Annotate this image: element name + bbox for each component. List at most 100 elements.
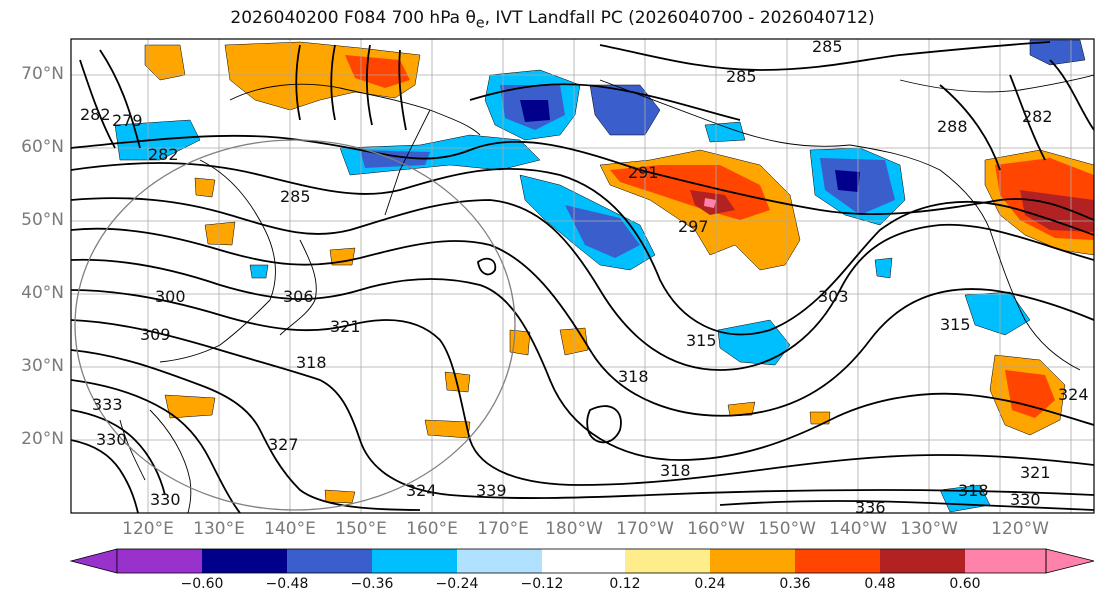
pos-patch-9 — [727, 401, 756, 417]
colorbar-tick-label: −0.24 — [435, 576, 479, 592]
domain-circle — [74, 139, 516, 511]
colorbar-segment — [542, 549, 625, 573]
title-main: 2026040200 F084 700 hPa θ — [230, 8, 476, 28]
contour-label: 285 — [726, 67, 757, 86]
contour-label: 318 — [958, 481, 989, 500]
lat-label: 70°N — [21, 64, 64, 84]
contour-label: 330 — [150, 490, 181, 509]
colorbar-tick-label: −0.36 — [350, 576, 394, 592]
contour-label: 330 — [96, 430, 127, 449]
map-background — [71, 39, 1094, 513]
contour-lines — [71, 41, 1094, 513]
colorbar-segment — [457, 549, 542, 573]
contour-label: 288 — [937, 117, 968, 136]
lon-label: 160°E — [406, 519, 458, 539]
contour-label: 303 — [818, 287, 849, 306]
colorbar-tick-label: −0.12 — [520, 576, 564, 592]
map-frame — [70, 38, 1095, 514]
pos-region-gulf-pink — [704, 198, 716, 208]
contour-label: 282 — [80, 105, 111, 124]
colorbar-segment — [880, 549, 965, 573]
coastlines — [119, 74, 1094, 513]
colorbar-segment — [625, 549, 710, 573]
neg-patch-3 — [874, 257, 893, 279]
lat-label: 50°N — [21, 210, 64, 230]
contour-labels: 285 285 282 279 282 285 291 297 288 282 … — [80, 37, 1089, 517]
neg-region-aleutian-north-dark — [520, 100, 550, 122]
lat-label: 40°N — [21, 283, 64, 303]
pos-patch-5 — [204, 221, 236, 246]
contour-label: 324 — [1058, 385, 1089, 404]
colorbar-extend-right — [1045, 548, 1095, 574]
title-subscript: e — [475, 15, 485, 32]
pos-patch-8 — [809, 411, 831, 425]
lon-label: 150°W — [758, 519, 816, 539]
lon-label: 120°E — [122, 519, 174, 539]
colorbar-extend-left — [69, 548, 118, 574]
contour-label: 321 — [1020, 463, 1051, 482]
lon-label: 140°E — [264, 519, 316, 539]
colorbar-tick-label: 0.12 — [609, 576, 641, 592]
contour-label: 282 — [148, 145, 179, 164]
neg-region-subtropic — [717, 319, 791, 366]
colorbar-tick-label: −0.60 — [180, 576, 224, 592]
lon-label: 170°E — [477, 519, 529, 539]
pos-patch-10 — [324, 489, 356, 504]
colorbar-tick-label: 0.24 — [694, 576, 726, 592]
contour-label: 321 — [330, 317, 361, 336]
contour-label: 282 — [1022, 107, 1053, 126]
contour-label: 339 — [476, 481, 507, 500]
contour-label: 330 — [1010, 490, 1041, 509]
lat-label: 60°N — [21, 137, 64, 157]
contour-label: 279 — [112, 111, 143, 130]
pos-patch-4 — [164, 394, 216, 419]
contour-label: 285 — [812, 37, 843, 56]
neg-region-alaska-dark — [835, 170, 860, 192]
title-rest: , IVT Landfall PC (2026040700 - 20260407… — [484, 8, 875, 28]
contour-label: 318 — [618, 367, 649, 386]
contour-label: 297 — [678, 217, 709, 236]
lon-label: 180°W — [545, 519, 603, 539]
colorbar-segment — [287, 549, 372, 573]
colorbar-tick-label: 0.60 — [949, 576, 981, 592]
contour-label: 291 — [628, 163, 659, 182]
colorbar-tick-label: −0.48 — [265, 576, 309, 592]
pos-patch-7 — [194, 177, 216, 198]
contour-label: 309 — [140, 325, 171, 344]
shading-layer — [114, 39, 1094, 513]
contour-label: 285 — [280, 187, 311, 206]
contour-label: 306 — [283, 287, 314, 306]
neg-patch-2 — [249, 264, 269, 279]
contour-label: 318 — [660, 461, 691, 480]
contour-label: 300 — [155, 287, 186, 306]
colorbar-tick-label: 0.36 — [779, 576, 811, 592]
lat-label: 30°N — [21, 356, 64, 376]
lon-label: 120°W — [991, 519, 1049, 539]
colorbar — [69, 548, 1095, 574]
neg-region-kamchatka-mid — [360, 150, 430, 168]
pos-region-west — [144, 44, 186, 81]
pos-region-southeast-red — [1005, 370, 1055, 418]
colorbar-segment — [372, 549, 457, 573]
neg-region-central-mid — [565, 205, 640, 258]
colorbar-segment — [795, 549, 880, 573]
lat-label: 20°N — [21, 429, 64, 449]
contour-label: 327 — [268, 435, 299, 454]
colorbar-segment — [202, 549, 287, 573]
colorbar-segment — [965, 549, 1046, 573]
colorbar-tick-label: 0.48 — [864, 576, 896, 592]
map-title: 2026040200 F084 700 hPa θe, IVT Landfall… — [0, 8, 1105, 31]
contour-label: 324 — [406, 481, 437, 500]
contour-label: 318 — [296, 353, 327, 372]
neg-patch-1 — [704, 121, 746, 143]
lon-label: 170°W — [616, 519, 674, 539]
lon-label: 130°E — [193, 519, 245, 539]
contour-label: 333 — [92, 395, 123, 414]
lon-label: 140°W — [829, 519, 887, 539]
pos-patch-3 — [424, 419, 471, 439]
contour-label: 315 — [686, 331, 717, 350]
gridlines — [71, 39, 1094, 513]
lon-label: 130°W — [900, 519, 958, 539]
colorbar-segment — [710, 549, 795, 573]
